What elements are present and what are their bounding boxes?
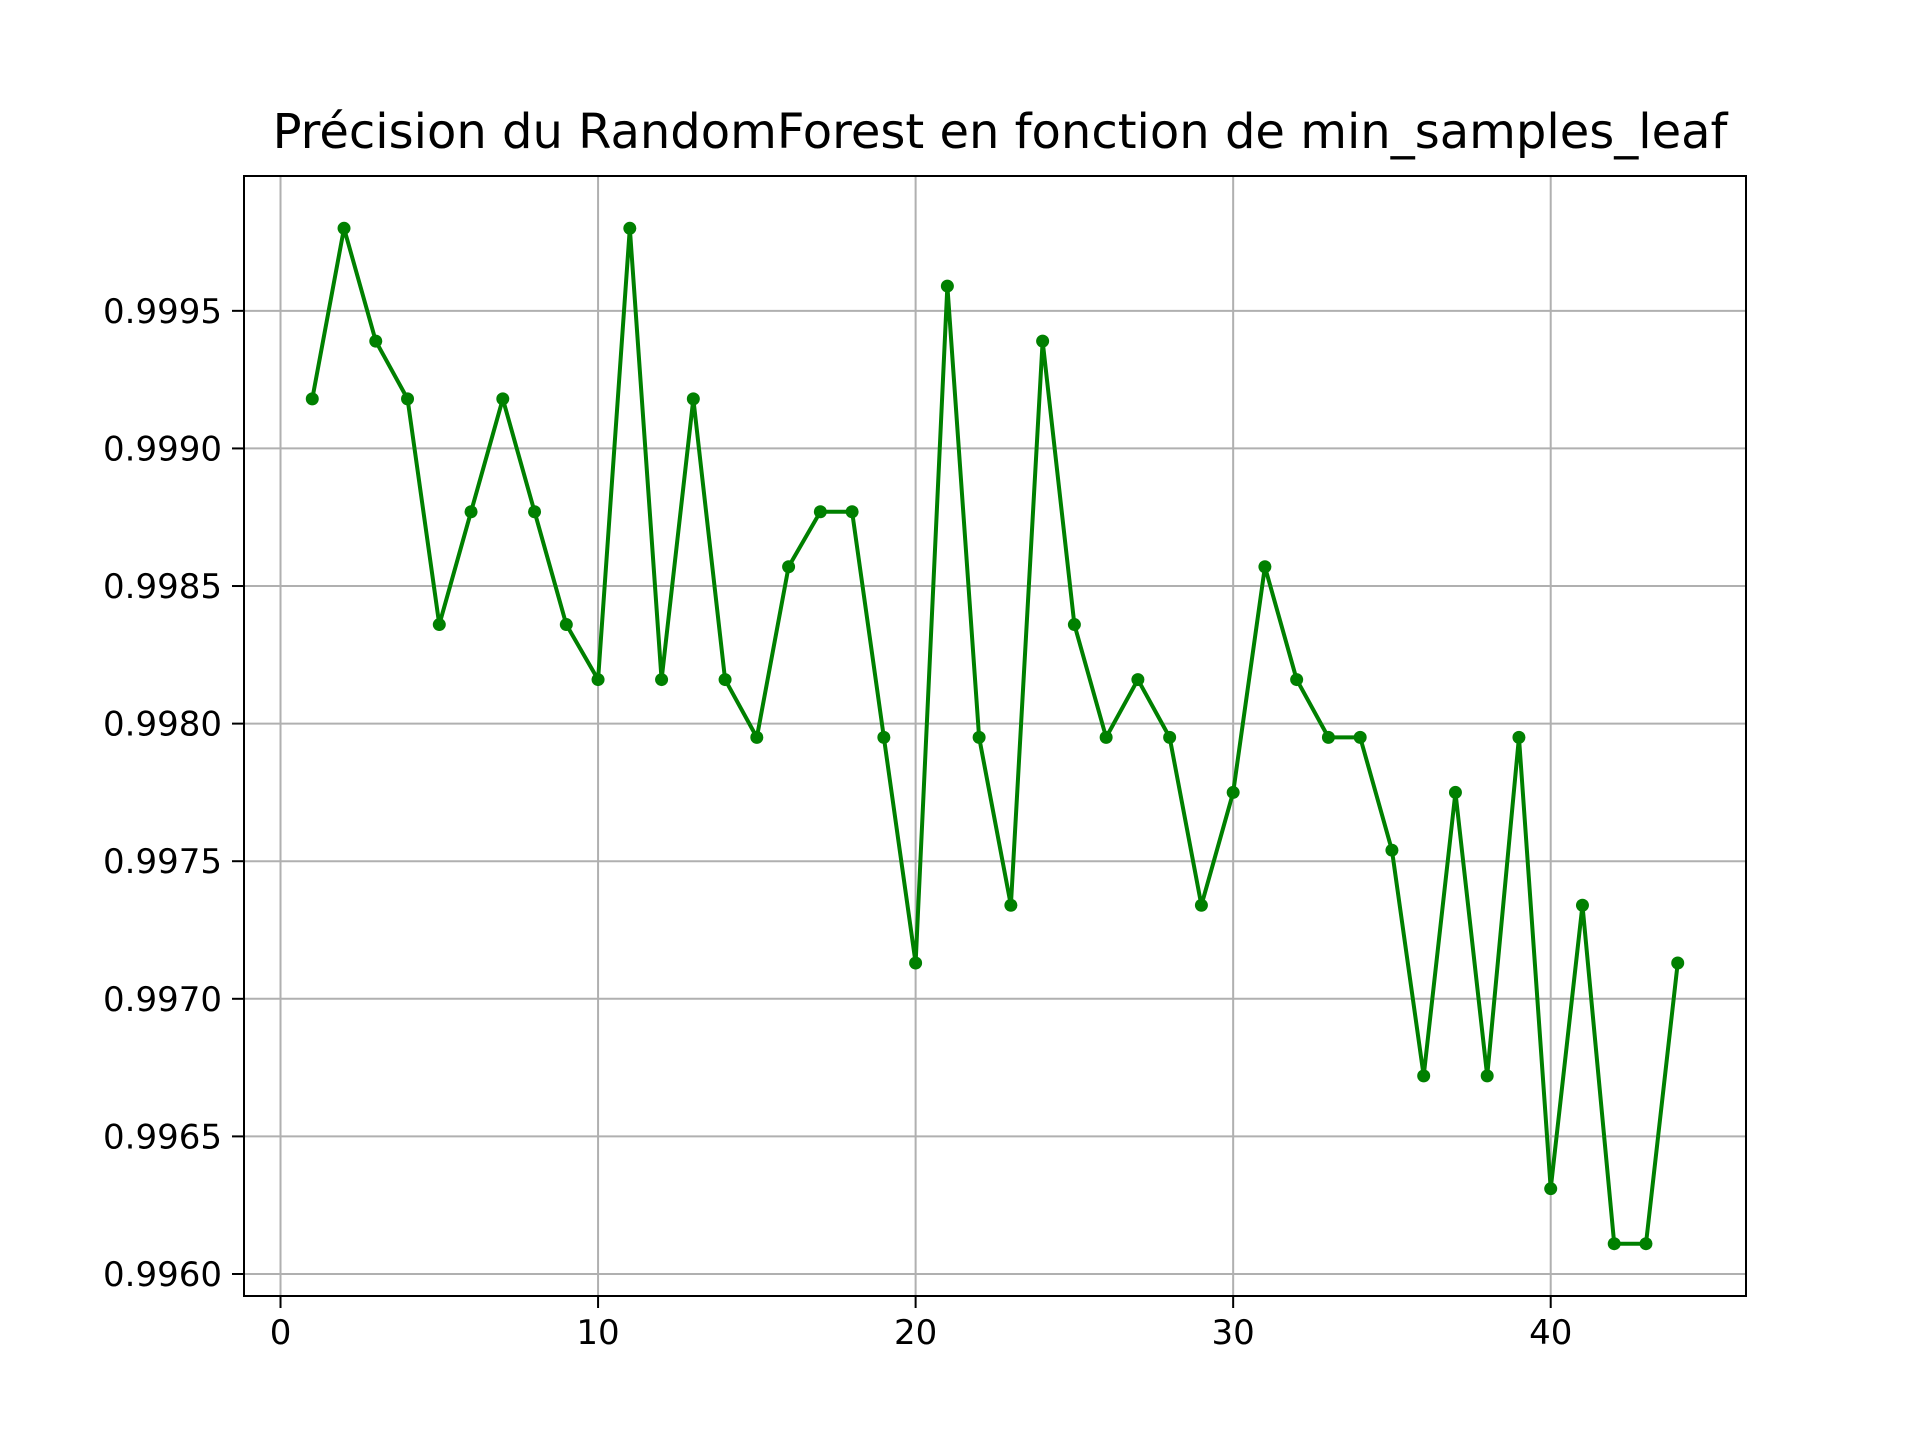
data-point: [1099, 730, 1113, 744]
data-point: [432, 618, 446, 632]
data-point: [337, 221, 351, 235]
data-point: [1575, 898, 1589, 912]
data-point: [623, 221, 637, 235]
y-tick-label: 0.9960: [103, 1255, 222, 1295]
data-point: [1448, 785, 1462, 799]
data-point: [1512, 730, 1526, 744]
data-point: [1290, 673, 1304, 687]
data-point: [496, 392, 510, 406]
y-tick-label: 0.9995: [103, 292, 222, 332]
data-point: [1480, 1069, 1494, 1083]
x-tick-label: 20: [894, 1313, 937, 1353]
series-line: [310, 226, 1680, 1246]
grid: [244, 176, 1746, 1296]
data-point: [1544, 1182, 1558, 1196]
x-tick-label: 40: [1529, 1313, 1572, 1353]
data-point: [1163, 730, 1177, 744]
data-point: [1321, 730, 1335, 744]
data-point: [750, 730, 764, 744]
y-tick-label: 0.9965: [103, 1117, 222, 1157]
y-tick-label: 0.9985: [103, 567, 222, 607]
data-point: [940, 279, 954, 293]
y-tick-label: 0.9975: [103, 842, 222, 882]
x-tick-label: 30: [1212, 1313, 1255, 1353]
data-point: [1131, 673, 1145, 687]
data-point: [1226, 785, 1240, 799]
data-point: [369, 334, 383, 348]
y-axis: 0.9960 0.9965 0.9970 0.9975 0.9980 0.9985 0.99…: [103, 292, 244, 1295]
data-point: [1671, 956, 1685, 970]
data-point: [1607, 1237, 1621, 1251]
data-point: [401, 392, 415, 406]
data-point: [1385, 843, 1399, 857]
data-point: [686, 392, 700, 406]
data-point: [464, 505, 478, 519]
data-point: [1194, 898, 1208, 912]
data-point: [813, 505, 827, 519]
data-point: [1639, 1237, 1653, 1251]
data-point: [1258, 560, 1272, 574]
x-axis: 0 10 20 30 40: [270, 1296, 1572, 1353]
axes: [243, 175, 1747, 1297]
y-tick-label: 0.9970: [103, 980, 222, 1020]
data-point: [1036, 334, 1050, 348]
data-point: [718, 673, 732, 687]
data-point: [1353, 730, 1367, 744]
data-point: [877, 730, 891, 744]
data-point: [972, 730, 986, 744]
data-point: [1004, 898, 1018, 912]
plot-frame: [243, 175, 1747, 1297]
x-tick-label: 0: [270, 1313, 292, 1353]
data-point: [909, 956, 923, 970]
data-point: [528, 505, 542, 519]
data-point: [845, 505, 859, 519]
x-tick-label: 10: [576, 1313, 619, 1353]
data-point: [782, 560, 796, 574]
chart-title: Précision du RandomForest en fonction de…: [273, 104, 1729, 160]
y-tick-label: 0.9990: [103, 429, 222, 469]
y-tick-label: 0.9980: [103, 705, 222, 745]
data-point: [591, 673, 605, 687]
data-point: [1067, 618, 1081, 632]
data-point: [655, 673, 669, 687]
data-point: [559, 618, 573, 632]
series: [305, 221, 1685, 1251]
data-point: [1417, 1069, 1431, 1083]
data-point: [305, 392, 319, 406]
